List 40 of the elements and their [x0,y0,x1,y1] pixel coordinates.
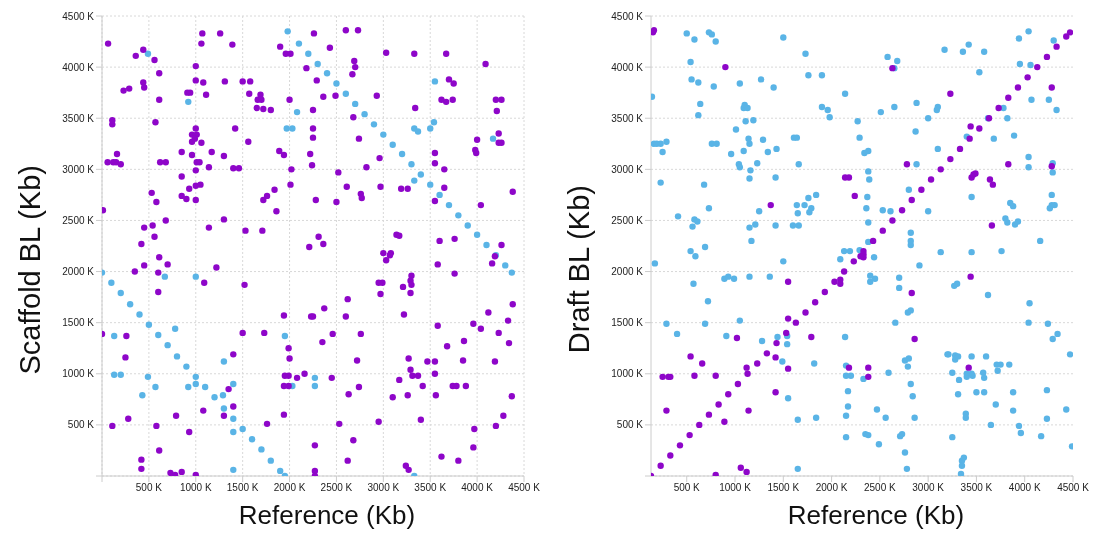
x-tick-label: 4500 K [1057,482,1090,494]
y-tick-label: 4000 K [611,61,644,73]
y-tick-label: 1000 K [611,368,644,380]
x-tick-label: 4000 K [1008,482,1041,494]
y-tick-label: 2500 K [611,214,644,226]
y-tick-label: 3000 K [62,163,95,175]
x-tick-label: 2000 K [273,482,306,494]
x-tick-label: 4500 K [508,482,541,494]
y-tick-label: 500 K [616,419,644,431]
x-axis-title: Reference (Kb) [786,500,966,531]
x-tick-label: 500 K [673,482,701,494]
x-tick-label: 3000 K [367,482,400,494]
y-tick-label: 2000 K [611,266,644,278]
x-tick-label: 4000 K [461,482,494,494]
y-tick-label: 500 K [67,419,95,431]
x-axis-title: Reference (Kb) [237,500,417,531]
x-tick-label: 1500 K [226,482,259,494]
x-tick-label: 2000 K [815,482,848,494]
y-axis-title: Scaffold BL (Kb) [13,164,47,375]
y-axis-title: Draft BL (Kb) [562,185,596,354]
x-tick-label: 500 K [135,482,163,494]
y-tick-label: 2000 K [62,266,95,278]
y-tick-label: 1500 K [62,317,95,329]
y-tick-label: 2500 K [62,214,95,226]
x-tick-label: 1500 K [767,482,800,494]
y-tick-label: 4500 K [611,10,644,22]
x-tick-label: 1000 K [719,482,752,494]
y-tick-label: 1500 K [611,317,644,329]
x-tick-label: 2500 K [320,482,353,494]
x-tick-label: 1000 K [179,482,212,494]
x-tick-label: 3000 K [912,482,945,494]
y-tick-label: 3000 K [611,163,644,175]
y-tick-label: 4000 K [62,61,95,73]
y-tick-label: 3500 K [611,112,644,124]
y-tick-label: 1000 K [62,368,95,380]
y-tick-label: 4500 K [62,10,95,22]
y-tick-label: 3500 K [62,112,95,124]
x-tick-label: 3500 K [414,482,447,494]
x-tick-label: 3500 K [960,482,993,494]
x-tick-label: 2500 K [864,482,897,494]
